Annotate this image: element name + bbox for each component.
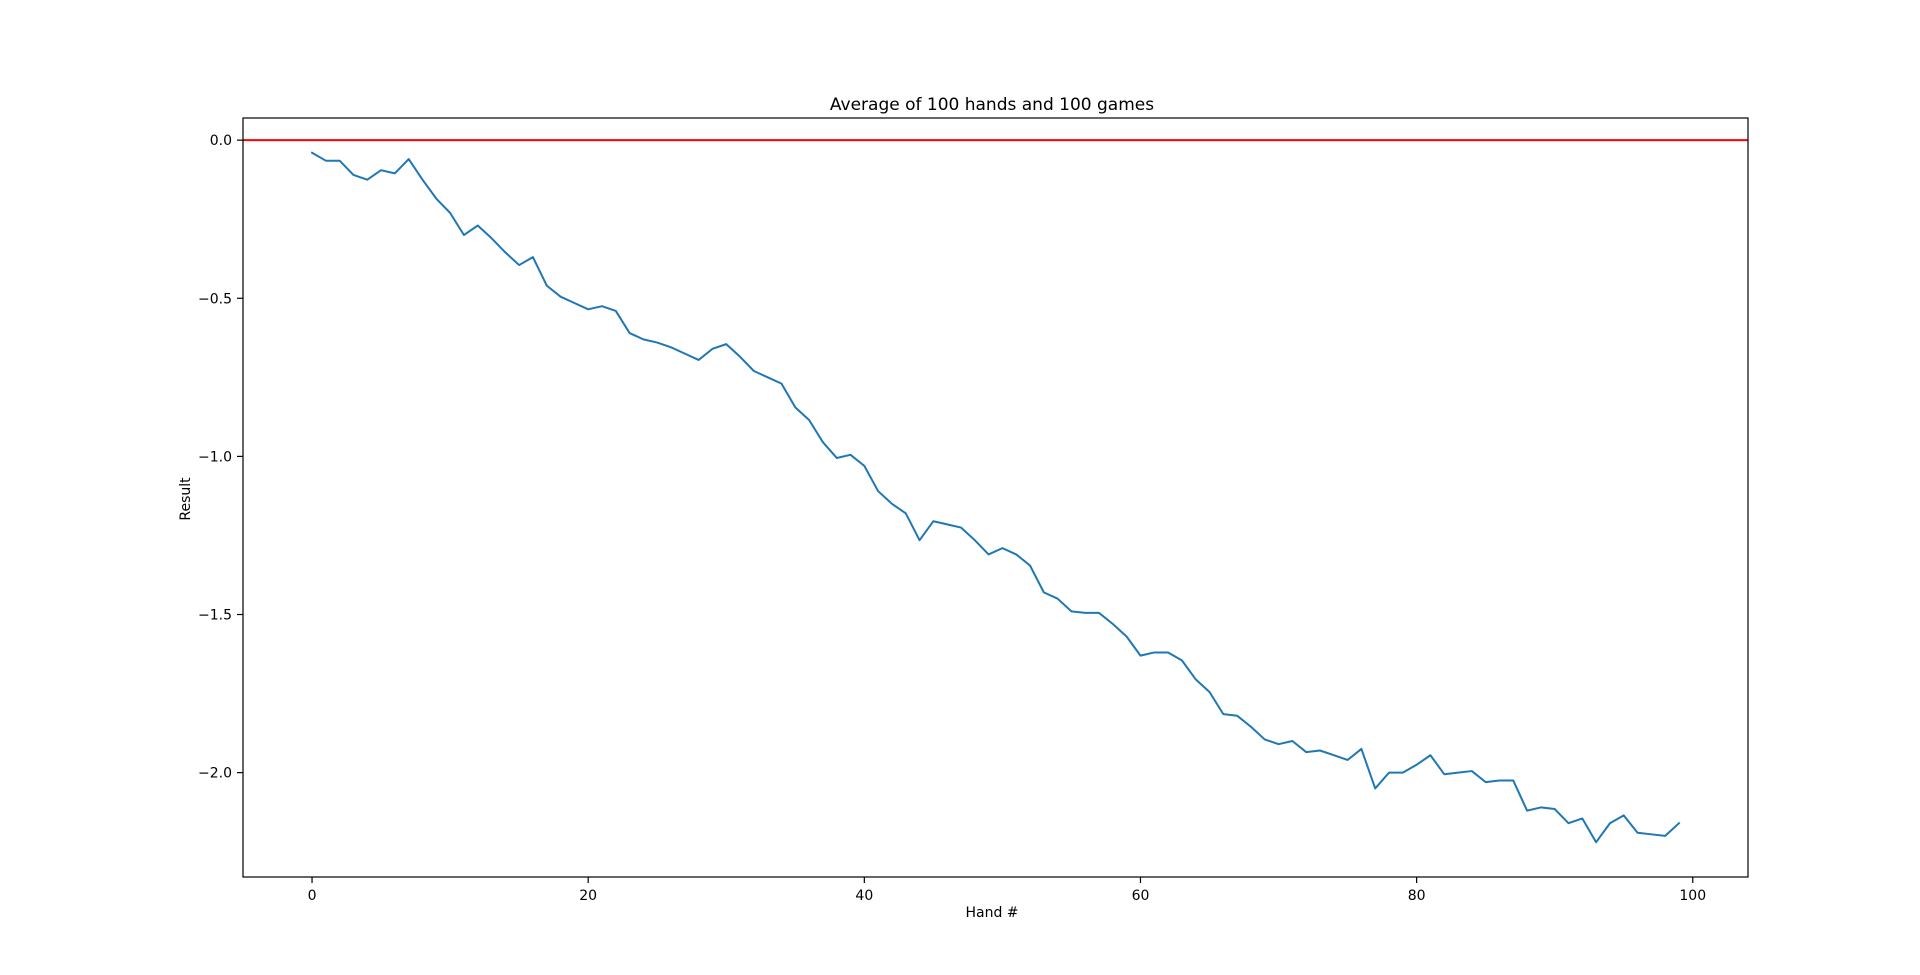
x-tick-label: 100 — [1679, 888, 1706, 904]
x-tick-label: 0 — [308, 888, 317, 904]
y-tick-label: 0.0 — [210, 133, 232, 149]
plot-area: 0 20 40 60 80 100 0.0 −0.5 −1.0 −1.5 −2.0 — [198, 117, 1749, 904]
x-axis-label: Hand # — [965, 905, 1018, 921]
y-tick-label: −1.0 — [198, 449, 232, 465]
y-tick-label: −2.0 — [198, 766, 232, 782]
y-tick-label: −1.5 — [198, 608, 232, 624]
x-tick-label: 60 — [1132, 888, 1150, 904]
y-axis-label: Result — [178, 477, 194, 521]
x-tick-label: 80 — [1408, 888, 1426, 904]
axes-frame — [242, 117, 1749, 878]
y-tick-label: −0.5 — [198, 291, 232, 307]
x-tick-label: 20 — [579, 888, 597, 904]
x-tick-label: 40 — [855, 888, 873, 904]
series-line-0 — [310, 151, 1681, 844]
chart-title: Average of 100 hands and 100 games — [830, 95, 1154, 115]
